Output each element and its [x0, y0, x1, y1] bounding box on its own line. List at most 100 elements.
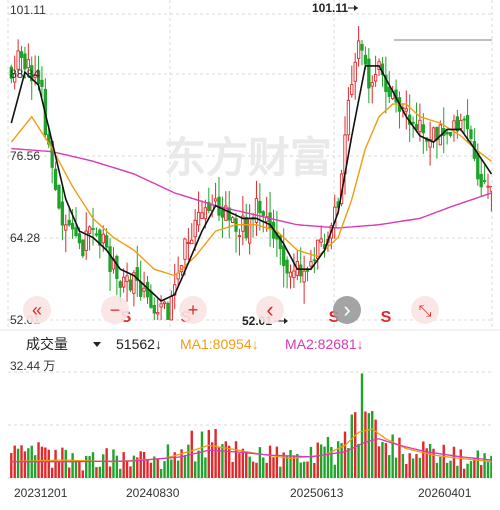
- candle-body: [452, 120, 456, 131]
- volume-bar: [125, 461, 129, 478]
- volume-bar: [374, 419, 377, 478]
- volume-bar: [285, 455, 289, 478]
- next-button[interactable]: ›: [333, 296, 361, 324]
- volume-bar: [490, 455, 492, 478]
- candle: [207, 187, 211, 214]
- candle: [26, 43, 30, 76]
- candle: [265, 196, 269, 232]
- volume-bar: [316, 442, 319, 478]
- volume-bar: [442, 444, 445, 478]
- volume-bar: [251, 461, 255, 478]
- candle-body: [367, 58, 371, 89]
- volume-bar: [214, 428, 217, 478]
- volume-bar: [27, 448, 30, 478]
- volume-bar: [228, 445, 231, 478]
- candle: [360, 39, 364, 66]
- candle: [135, 245, 139, 297]
- zoom-in-button[interactable]: +: [179, 296, 207, 324]
- volume-bar: [71, 453, 74, 478]
- candle-body: [128, 279, 133, 291]
- candle-body: [384, 74, 388, 93]
- date-label: 20231201: [14, 486, 68, 500]
- candle-body: [60, 201, 65, 226]
- candle-body: [479, 173, 483, 188]
- high-annotation: 101.11: [312, 1, 358, 15]
- volume-bar: [462, 468, 466, 478]
- candle-body: [404, 108, 408, 112]
- volume-bar: [411, 458, 415, 478]
- zoom-out-button[interactable]: −: [101, 296, 129, 324]
- expand-button[interactable]: ⤡: [411, 296, 439, 324]
- candle-body: [207, 201, 211, 212]
- volume-bar: [292, 455, 296, 478]
- volume-bar: [234, 441, 238, 478]
- volume-bar: [91, 452, 95, 478]
- volume-bar: [57, 461, 61, 478]
- candle-body: [278, 235, 282, 250]
- candle-body: [268, 212, 272, 229]
- candle: [53, 161, 58, 191]
- prev-button[interactable]: ‹: [256, 296, 284, 324]
- candle-body: [230, 217, 235, 224]
- volume-bar: [418, 457, 422, 478]
- chart-controls: « − + ‹ › ⤡: [23, 296, 439, 324]
- candle-body: [265, 216, 269, 222]
- candle: [16, 39, 20, 76]
- volume-bar: [296, 454, 299, 478]
- candle: [489, 185, 492, 212]
- chevron-right-icon: ›: [343, 297, 350, 322]
- candle: [200, 200, 204, 219]
- volume-bar: [275, 446, 279, 478]
- candle-body: [356, 40, 361, 59]
- volume-bar: [364, 411, 367, 478]
- candle-body: [122, 276, 126, 288]
- sell-marker: S: [329, 309, 340, 326]
- candle-body: [373, 74, 378, 82]
- indicator-selector[interactable]: 成交量: [26, 336, 101, 352]
- candle-body: [33, 73, 37, 78]
- volume-bar: [272, 457, 275, 478]
- candle: [159, 295, 163, 320]
- candle: [213, 182, 218, 206]
- candle-body: [247, 217, 252, 244]
- volume-bar: [67, 467, 71, 478]
- price-axis-label: 88.84: [10, 67, 40, 81]
- ma-mid-line: [10, 103, 492, 277]
- candle-body: [183, 238, 187, 260]
- candle-body: [169, 296, 173, 321]
- volume-ma2-line: [11, 438, 492, 463]
- candle: [268, 191, 272, 247]
- candle-body: [312, 259, 316, 262]
- volume-bar: [248, 456, 251, 478]
- volume-bar: [112, 449, 115, 478]
- volume-bar: [146, 459, 149, 478]
- candle-body: [166, 302, 170, 320]
- volume-bar: [371, 410, 374, 478]
- candle: [445, 130, 449, 145]
- price-axis-label: 64.28: [10, 231, 40, 245]
- plus-icon: +: [188, 300, 199, 320]
- candle-body: [421, 124, 425, 134]
- fast-rewind-button[interactable]: «: [23, 296, 51, 324]
- volume-bar: [401, 454, 405, 478]
- candle-body: [132, 272, 136, 294]
- candle-body: [418, 119, 422, 132]
- candle: [452, 114, 456, 142]
- volume-bar: [245, 452, 248, 478]
- volume-bar: [265, 462, 268, 478]
- volume-bar: [381, 441, 384, 478]
- candle-body: [77, 233, 82, 244]
- volume-bar: [384, 443, 388, 478]
- volume-bar: [108, 466, 112, 478]
- volume-bar: [16, 448, 20, 478]
- candle: [186, 227, 191, 261]
- candle: [247, 204, 252, 255]
- volume-bar: [50, 467, 54, 478]
- date-label: 20240830: [126, 486, 180, 500]
- candle-body: [135, 267, 139, 281]
- candle: [64, 214, 68, 253]
- candle-body: [9, 66, 13, 79]
- candle-body: [302, 270, 306, 283]
- candle: [149, 284, 153, 309]
